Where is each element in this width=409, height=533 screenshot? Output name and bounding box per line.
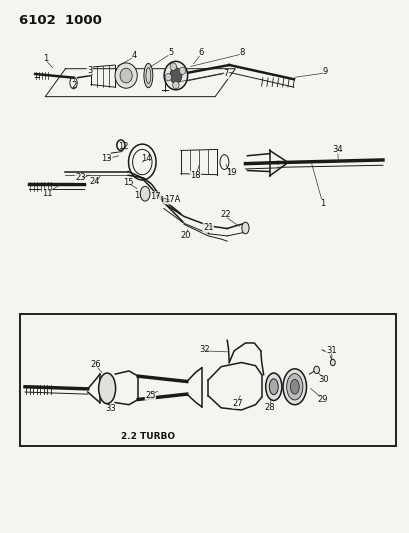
Ellipse shape [241,222,249,234]
Ellipse shape [140,187,150,201]
Text: 19: 19 [225,168,236,177]
Ellipse shape [120,68,132,83]
Ellipse shape [265,373,281,400]
Ellipse shape [172,82,179,89]
Ellipse shape [115,63,137,88]
Text: 6: 6 [198,48,203,57]
Text: 20: 20 [180,231,191,240]
Ellipse shape [99,373,115,403]
Text: 1: 1 [319,199,324,208]
Ellipse shape [330,359,335,366]
Text: 4: 4 [131,51,137,60]
Text: 31: 31 [325,346,336,356]
Ellipse shape [269,379,278,394]
Ellipse shape [169,68,182,84]
Text: 15: 15 [123,177,133,187]
Text: 30: 30 [317,375,328,384]
Ellipse shape [144,63,153,88]
Bar [20,314,395,446]
Text: 25: 25 [145,391,155,400]
Text: 8: 8 [239,48,244,57]
Ellipse shape [164,61,187,90]
Ellipse shape [179,67,185,75]
Text: 33: 33 [105,405,116,414]
Text: 29: 29 [316,395,327,404]
Text: 28: 28 [264,403,274,413]
Ellipse shape [165,74,171,81]
Text: 9: 9 [322,67,327,76]
Text: 13: 13 [100,155,111,164]
Ellipse shape [290,379,299,394]
Text: 16: 16 [134,191,144,200]
Text: 17A: 17A [163,195,180,204]
Text: 18: 18 [189,171,200,180]
Text: 2.2 TURBO: 2.2 TURBO [121,432,175,441]
Text: 34: 34 [332,145,342,154]
Ellipse shape [170,63,176,70]
Text: 3: 3 [87,66,92,75]
Text: 1: 1 [43,54,48,63]
Text: 24: 24 [90,177,100,186]
Text: 21: 21 [202,223,213,232]
Ellipse shape [282,369,306,405]
Text: 12: 12 [118,142,128,151]
Text: 14: 14 [141,155,151,164]
Text: 27: 27 [231,399,242,408]
Text: 17: 17 [150,192,161,201]
Text: 22: 22 [220,211,230,219]
Text: 32: 32 [198,345,209,354]
Text: 5: 5 [168,48,173,57]
Ellipse shape [313,366,319,374]
Text: 23: 23 [75,173,85,182]
Text: 26: 26 [90,360,101,369]
Ellipse shape [286,374,302,400]
Text: 6102  1000: 6102 1000 [19,14,101,27]
Text: 7: 7 [223,69,229,78]
Text: 2: 2 [71,81,76,90]
Text: 11: 11 [42,189,52,198]
